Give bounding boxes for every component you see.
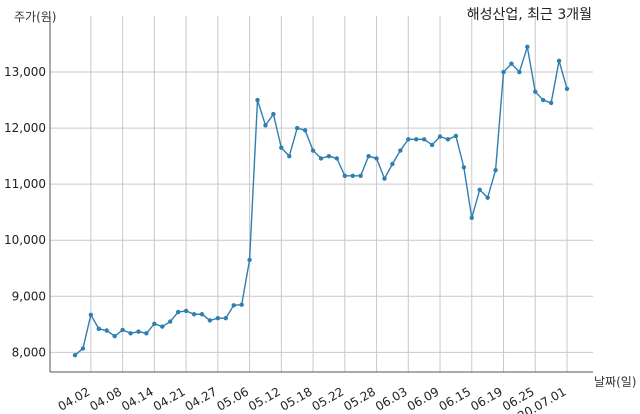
data-point (390, 161, 395, 167)
data-point (374, 156, 379, 161)
data-point (96, 326, 102, 332)
data-point (477, 187, 482, 192)
data-point (207, 318, 213, 323)
data-point (294, 125, 300, 131)
data-point (310, 148, 316, 153)
data-point (548, 100, 554, 106)
data-point (72, 352, 78, 358)
x-tick-label: 04.08 (87, 384, 124, 413)
axes (49, 16, 593, 373)
data-point (429, 142, 435, 148)
data-point (437, 134, 443, 139)
data-point (287, 153, 292, 159)
x-tick-label: 05.28 (341, 384, 378, 413)
data-point (398, 148, 403, 153)
data-point (517, 69, 522, 75)
data-point (540, 97, 546, 103)
data-point (263, 123, 268, 128)
y-tick-label: 13,000 (4, 65, 46, 79)
x-tick-label: 04.02 (56, 384, 93, 413)
y-tick-label: 8,000 (12, 345, 46, 359)
data-point (120, 327, 125, 333)
data-point (469, 215, 474, 221)
chart-title: 해성산업, 최근 3개월 (467, 7, 592, 23)
data-point (223, 315, 228, 321)
data-point (501, 69, 506, 75)
data-point (104, 328, 109, 333)
data-point (485, 195, 490, 200)
x-tick-labels: 04.0204.0804.1404.2104.2705.0605.1205.18… (56, 384, 569, 414)
data-point (525, 44, 530, 50)
data-point (509, 61, 514, 66)
data-point (461, 165, 467, 170)
data-point (239, 302, 244, 307)
x-tick-label: 06.19 (468, 384, 505, 413)
data-point (453, 133, 459, 139)
data-point (302, 128, 308, 133)
data-points (72, 44, 570, 358)
y-tick-label: 11,000 (4, 177, 46, 191)
data-point (406, 137, 411, 142)
data-point (168, 319, 173, 324)
data-point (564, 86, 570, 92)
grid-lines (50, 16, 593, 372)
data-point (128, 331, 133, 336)
data-point (334, 156, 340, 161)
data-point (231, 303, 236, 308)
data-point (247, 257, 252, 263)
data-point (88, 312, 94, 318)
data-point (326, 153, 332, 159)
data-point (271, 111, 276, 117)
y-axis-label: 주가(원) (14, 10, 56, 24)
data-point (144, 331, 149, 336)
x-tick-label: 05.18 (278, 384, 315, 413)
x-tick-label: 06.15 (437, 384, 474, 413)
data-point (152, 321, 157, 326)
data-point (215, 315, 221, 321)
data-point (533, 89, 538, 94)
data-point (183, 308, 189, 314)
x-tick-label: 04.14 (119, 384, 156, 413)
data-point (136, 329, 141, 334)
y-tick-labels: 8,000 9,000 10,000 11,000 12,000 13,000 (4, 65, 46, 359)
data-point (350, 173, 355, 178)
y-tick-label: 12,000 (4, 121, 46, 135)
data-point (493, 167, 498, 173)
data-point (421, 137, 427, 142)
data-point (556, 58, 562, 64)
data-point (175, 309, 181, 315)
data-point (160, 324, 165, 329)
data-point (112, 333, 117, 339)
x-tick-label: 04.21 (151, 384, 188, 413)
data-point (255, 97, 260, 103)
y-tick-label: 10,000 (4, 233, 46, 247)
data-point (342, 173, 348, 178)
x-tick-label: 05.12 (246, 384, 283, 413)
y-tick-label: 9,000 (12, 289, 46, 303)
data-point (318, 156, 324, 161)
series-line (74, 46, 568, 356)
data-point (366, 153, 371, 159)
data-point (199, 312, 205, 317)
data-point (279, 145, 284, 150)
data-point (414, 137, 419, 142)
x-tick-label: 06.09 (405, 384, 442, 413)
data-point (191, 312, 197, 317)
x-tick-label: 04.27 (183, 384, 220, 413)
data-point (445, 137, 451, 142)
x-tick-label: 05.06 (214, 384, 251, 413)
data-point (80, 346, 86, 351)
x-axis-label: 날짜(일) (594, 375, 636, 389)
data-point (382, 176, 387, 181)
x-tick-label: 06.03 (373, 384, 410, 413)
data-point (358, 173, 363, 178)
x-tick-label: 05.22 (310, 384, 347, 413)
